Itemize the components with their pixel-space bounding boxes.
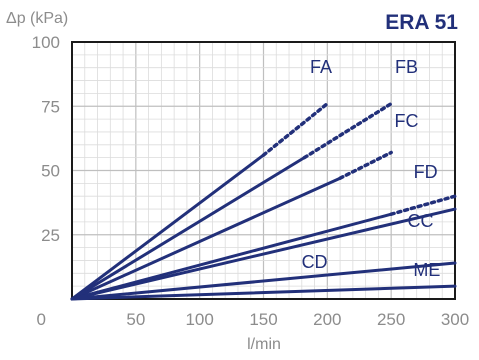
x-tick-label: 150 xyxy=(249,310,277,329)
y-tick-label: 0 xyxy=(37,310,46,329)
x-tick-label: 250 xyxy=(377,310,405,329)
series-line-me xyxy=(70,284,457,301)
series-labels: FA FB FC FD CC CD ME xyxy=(302,57,441,280)
series-line-fa-extension xyxy=(261,101,330,157)
y-axis-title: Δp (kPa) xyxy=(6,10,68,27)
series-line-fc xyxy=(70,176,342,301)
series-line-fd-extension xyxy=(389,194,457,216)
x-tick-label: 50 xyxy=(126,310,145,329)
series-line-cd xyxy=(70,261,457,301)
series-line-cc xyxy=(70,207,457,301)
x-tick-label: 300 xyxy=(441,310,469,329)
chart-title: ERA 51 xyxy=(385,11,458,34)
plot-grid xyxy=(72,42,455,299)
y-tick-label: 75 xyxy=(41,97,60,116)
series-label-cc: CC xyxy=(408,211,434,231)
series-label-cd: CD xyxy=(302,252,328,272)
series-line-fb xyxy=(70,156,306,301)
series-line-fa xyxy=(70,153,265,301)
series-line-fd xyxy=(70,212,393,301)
plot-frame xyxy=(71,41,456,300)
series-lines xyxy=(70,101,457,301)
y-tick-label: 50 xyxy=(41,162,60,181)
series-label-fd: FD xyxy=(414,162,438,182)
axis-ticks: 50 100 150 200 250 300 0 25 50 75 100 xyxy=(32,33,470,329)
series-line-fb-extension xyxy=(302,101,393,160)
x-axis-title: l/min xyxy=(247,336,281,353)
x-tick-label: 200 xyxy=(313,310,341,329)
series-label-fb: FB xyxy=(395,57,418,77)
series-label-me: ME xyxy=(413,260,440,280)
series-label-fa: FA xyxy=(310,57,332,77)
series-line-fc-extension xyxy=(338,150,393,180)
x-tick-label: 100 xyxy=(185,310,213,329)
y-tick-label: 100 xyxy=(32,33,60,52)
y-tick-label: 25 xyxy=(41,226,60,245)
series-label-fc: FC xyxy=(394,111,418,131)
